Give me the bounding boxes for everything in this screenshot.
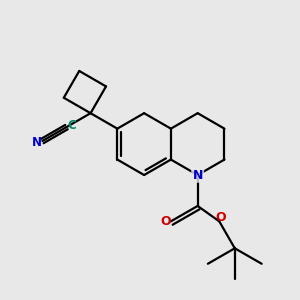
- Text: O: O: [160, 215, 171, 228]
- Text: O: O: [215, 212, 226, 224]
- Text: N: N: [193, 169, 203, 182]
- Text: C: C: [68, 119, 76, 132]
- Text: N: N: [32, 136, 42, 149]
